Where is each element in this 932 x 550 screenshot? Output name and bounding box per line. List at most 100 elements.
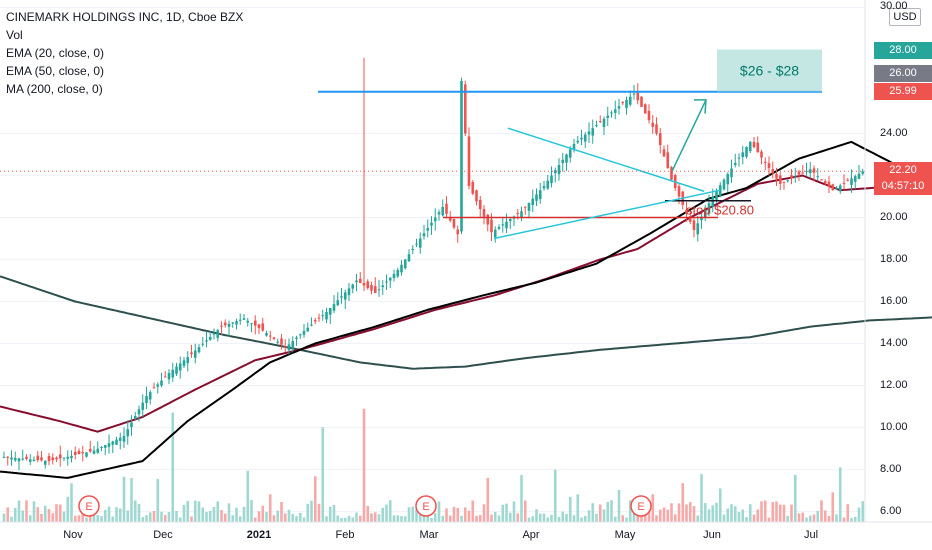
candle-body xyxy=(36,455,40,461)
volume-bar xyxy=(370,513,373,522)
candle-body xyxy=(565,154,568,163)
volume-bar xyxy=(141,517,145,522)
volume-bar xyxy=(373,512,377,522)
volume-bar xyxy=(32,501,36,522)
time-tick-label: Jul xyxy=(803,529,819,541)
volume-bar xyxy=(643,514,647,522)
breakout-arrow xyxy=(671,99,707,172)
price-tick-label: 30.00 xyxy=(880,0,908,12)
volume-bar xyxy=(73,515,77,522)
candle-body xyxy=(235,321,238,325)
indicator-vol[interactable]: Vol xyxy=(6,28,23,42)
candle-body xyxy=(332,304,336,311)
currency-badge[interactable]: USD xyxy=(889,8,921,26)
candle-body xyxy=(310,324,313,326)
volume-bar xyxy=(182,504,186,522)
volume-bar xyxy=(823,510,827,522)
volume-bar xyxy=(572,515,576,522)
chart-title[interactable]: CINEMARK HOLDINGS INC, 1D, Cboe BZX xyxy=(6,10,244,24)
indicator-ema50[interactable]: EMA (50, close, 0) xyxy=(6,64,105,78)
volume-bar xyxy=(343,517,347,522)
price-label-box: 26.00 xyxy=(874,65,932,82)
volume-bar xyxy=(171,412,175,522)
volume-bar xyxy=(557,516,561,522)
candle-body xyxy=(107,443,111,447)
candle-body xyxy=(460,81,463,232)
volume-bar xyxy=(456,508,460,522)
volume-bar xyxy=(576,494,580,522)
candle-body xyxy=(205,340,208,342)
volume-bar xyxy=(400,516,403,522)
volume-bar xyxy=(568,496,572,522)
candle-body xyxy=(118,437,122,441)
volume-bar xyxy=(133,500,137,522)
volume-bar xyxy=(415,509,418,522)
volume-bar xyxy=(156,479,160,522)
indicator-ma200[interactable]: MA (200, close, 0) xyxy=(6,82,103,96)
price-label-box: 25.99 xyxy=(874,83,932,100)
ema50-line xyxy=(0,174,932,433)
volume-bar xyxy=(561,511,565,522)
candle-body xyxy=(816,176,820,178)
volume-bar xyxy=(760,501,763,522)
volume-bar xyxy=(336,515,340,522)
candle-body xyxy=(580,137,583,140)
volume-bar xyxy=(77,515,81,522)
ma200-line xyxy=(0,275,932,370)
indicator-ema20[interactable]: EMA (20, close, 0) xyxy=(6,46,105,60)
volume-bar xyxy=(111,516,115,522)
volume-bar xyxy=(722,514,726,522)
candle-body xyxy=(850,178,853,185)
volume-bar xyxy=(163,515,167,522)
candle-body xyxy=(208,336,212,340)
volume-bar xyxy=(197,501,201,522)
candle-body xyxy=(553,170,557,174)
volume-bar xyxy=(838,467,842,522)
candle-body xyxy=(831,184,835,191)
volume-bar xyxy=(310,500,313,522)
volume-bar xyxy=(325,516,328,522)
candle-body xyxy=(171,369,175,378)
volume-bar xyxy=(100,516,103,522)
volume-bar xyxy=(411,506,415,522)
candle-body xyxy=(591,128,595,136)
candle-body xyxy=(733,162,737,166)
volume-bar xyxy=(58,504,62,522)
volume-bar xyxy=(407,507,411,522)
candle-body xyxy=(381,285,385,288)
candle-body xyxy=(133,415,137,420)
time-tick-label: Jun xyxy=(703,529,721,541)
candle-body xyxy=(242,318,246,320)
volume-bar xyxy=(287,509,291,522)
volume-bar xyxy=(516,513,520,522)
candle-body xyxy=(366,281,370,289)
volume-bar xyxy=(598,504,602,522)
price-tick-label: 18.00 xyxy=(880,252,908,265)
volume-bar xyxy=(253,517,257,522)
volume-bar xyxy=(482,504,486,522)
volume-bar xyxy=(268,494,272,522)
volume-bar xyxy=(475,515,478,522)
candle-body xyxy=(471,182,475,194)
candle-body xyxy=(115,439,118,445)
candle-body xyxy=(501,224,505,226)
candle-body xyxy=(400,264,403,273)
candle-body xyxy=(685,209,688,214)
volume-bar xyxy=(670,503,673,522)
time-tick-label: Mar xyxy=(419,529,439,541)
candle-body xyxy=(846,179,850,181)
candle-body xyxy=(643,104,647,114)
volume-bar xyxy=(2,513,6,522)
volume-bar xyxy=(36,507,40,522)
volume-bar xyxy=(621,515,625,522)
volume-bar xyxy=(651,494,655,522)
volume-bar xyxy=(850,517,853,522)
volume-bar xyxy=(25,500,28,522)
candle-body xyxy=(55,457,58,460)
candle-body xyxy=(790,175,793,179)
drawings[interactable]: $26 - $28 stop $20.80 xyxy=(0,49,865,240)
volume-bar xyxy=(321,427,325,522)
volume-bar xyxy=(595,513,598,522)
volume-bar xyxy=(306,503,310,522)
